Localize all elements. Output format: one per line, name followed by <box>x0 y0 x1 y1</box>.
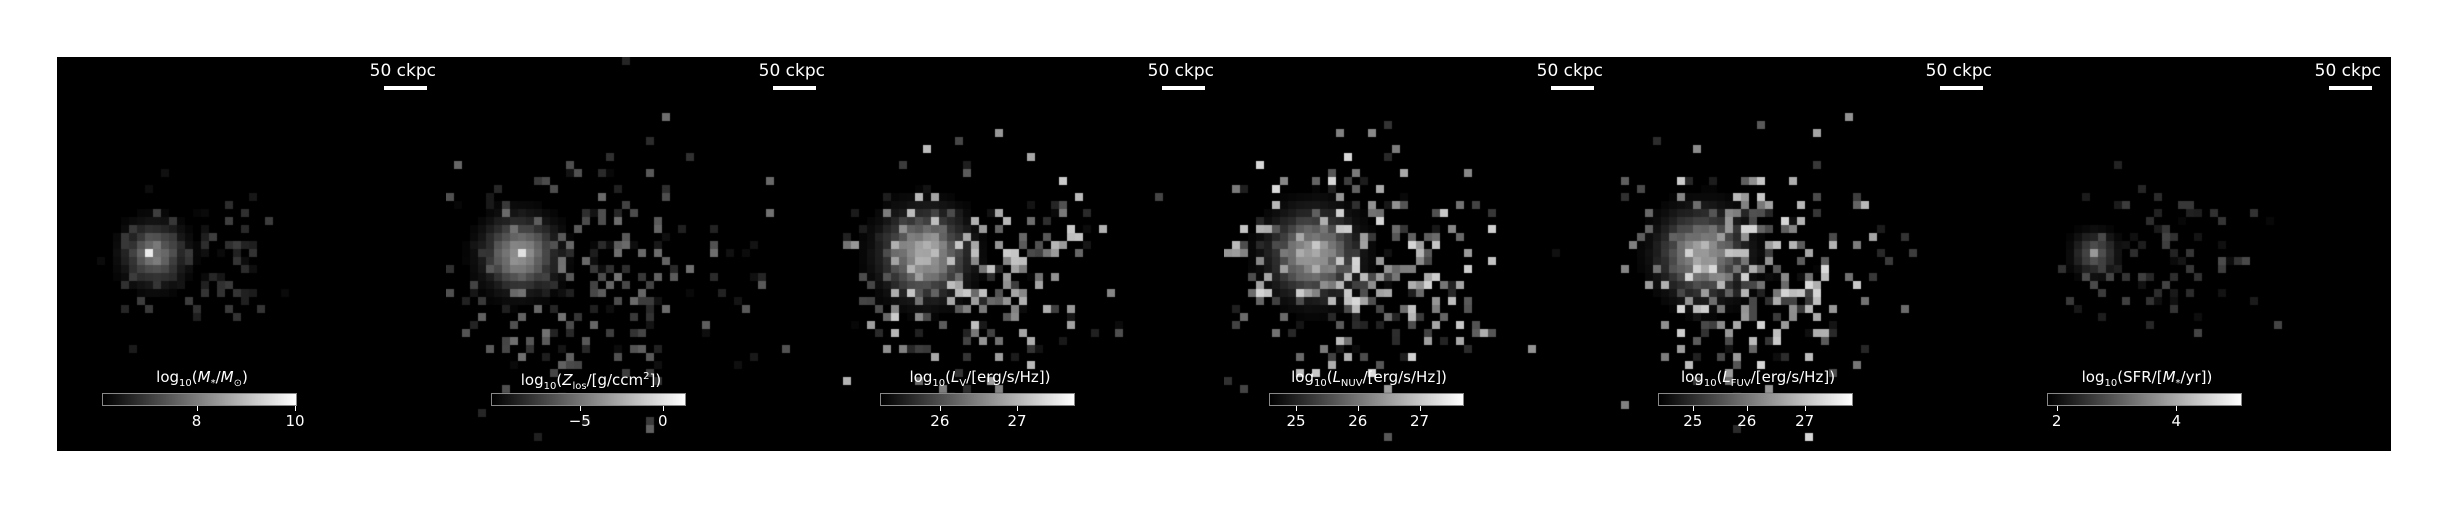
colorbar-tick <box>1296 406 1298 411</box>
panel-stellar-mass: 50 ckpc log10(M*/M⊙) 8 10 <box>57 57 446 451</box>
scale-bar-label: 50 ckpc <box>2314 61 2381 81</box>
colorbar-label: log10(LV/[erg/s/Hz]) <box>909 368 1051 389</box>
colorbar <box>1658 393 1853 406</box>
panel-nuv-band: 50 ckpc log10(LNUV/[erg/s/Hz]) 25 26 27 <box>1224 57 1613 451</box>
colorbar-label: log10(SFR/[M*/yr]) <box>2081 368 2213 389</box>
colorbar-tick-label: 2 <box>2051 412 2062 430</box>
galaxy-image <box>446 57 835 451</box>
colorbar-label: log10(LNUV/[erg/s/Hz]) <box>1291 368 1447 389</box>
colorbar-tick <box>579 406 581 411</box>
colorbar-tick <box>1692 406 1694 411</box>
colorbar-tick-label: 27 <box>1795 412 1815 430</box>
scale-bar-label: 50 ckpc <box>1925 61 1992 81</box>
colorbar-tick-label: 10 <box>285 412 305 430</box>
colorbar-tick <box>1357 406 1359 411</box>
scale-bar-label: 50 ckpc <box>758 61 825 81</box>
colorbar-label: log10(Zlos/[g/ccm2]) <box>520 371 662 392</box>
scale-bar-label: 50 ckpc <box>1536 61 1603 81</box>
colorbar-label: log10(LFUV/[erg/s/Hz]) <box>1680 368 1836 389</box>
panel-sfr: 50 ckpc log10(SFR/[M*/yr]) 2 4 <box>2002 57 2391 451</box>
scale-bar <box>1551 86 1594 90</box>
scale-bar <box>1940 86 1983 90</box>
scale-bar <box>773 86 816 90</box>
galaxy-image <box>2002 57 2391 451</box>
colorbar-tick <box>295 406 296 411</box>
colorbar-tick <box>196 406 198 411</box>
galaxy-image <box>835 57 1224 451</box>
panel-metallicity: 50 ckpc log10(Zlos/[g/ccm2]) −5 0 <box>446 57 835 451</box>
colorbar <box>1269 393 1464 406</box>
colorbar-tick <box>1804 406 1806 411</box>
scale-bar-label: 50 ckpc <box>369 61 436 81</box>
scale-bar <box>2329 86 2372 90</box>
colorbar-tick <box>2056 406 2058 411</box>
colorbar <box>2047 393 2242 406</box>
colorbar-tick-label: 25 <box>1683 412 1703 430</box>
colorbar-tick-label: 26 <box>930 412 950 430</box>
colorbar-tick <box>2176 406 2178 411</box>
colorbar <box>880 393 1075 406</box>
colorbar <box>491 393 686 406</box>
colorbar-tick-label: 26 <box>1737 412 1757 430</box>
colorbar-label: log10(M*/M⊙) <box>156 368 248 389</box>
colorbar-tick-label: 26 <box>1348 412 1368 430</box>
colorbar-tick-label: 8 <box>191 412 202 430</box>
colorbar-tick-label: 27 <box>1007 412 1027 430</box>
colorbar-tick-label: 25 <box>1286 412 1306 430</box>
colorbar-tick <box>1017 406 1019 411</box>
image-strip: 50 ckpc log10(M*/M⊙) 8 10 50 ckpc log10(Zlos/… <box>57 57 2391 451</box>
galaxy-image <box>57 57 446 451</box>
colorbar-tick <box>662 406 664 411</box>
galaxy-image <box>1613 57 2002 451</box>
galaxy-image <box>1224 57 1613 451</box>
colorbar-tick-label: −5 <box>568 412 591 430</box>
scale-bar <box>384 86 427 90</box>
scale-bar-label: 50 ckpc <box>1147 61 1214 81</box>
colorbar <box>102 393 297 406</box>
scale-bar <box>1162 86 1205 90</box>
colorbar-tick <box>1746 406 1748 411</box>
colorbar-tick-label: 27 <box>1409 412 1430 430</box>
colorbar-tick-label: 0 <box>657 412 668 430</box>
colorbar-tick <box>939 406 941 411</box>
panel-fuv-band: 50 ckpc log10(LFUV/[erg/s/Hz]) 25 26 27 <box>1613 57 2002 451</box>
panel-v-band: 50 ckpc log10(LV/[erg/s/Hz]) 26 27 <box>835 57 1224 451</box>
colorbar-tick <box>1419 406 1421 411</box>
colorbar-tick-label: 4 <box>2171 412 2182 430</box>
